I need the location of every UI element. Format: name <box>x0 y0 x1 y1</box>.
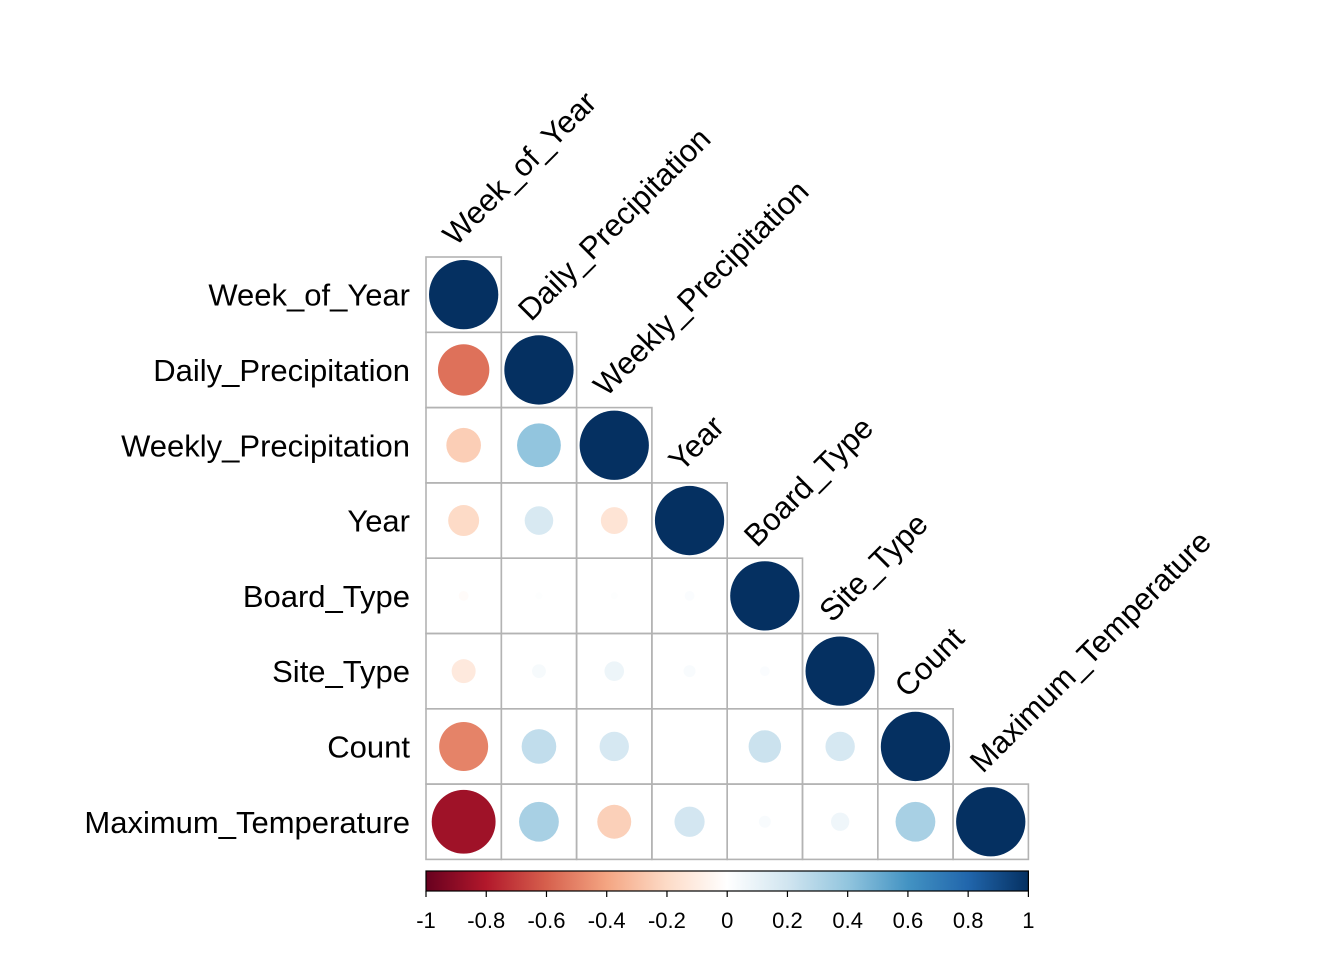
corr-circle-Year-Daily_Precipitation <box>524 506 554 535</box>
corr-circle-Year-Year <box>654 485 725 556</box>
column-label: Count <box>888 620 972 704</box>
row-label: Week_of_Year <box>208 278 410 313</box>
colorbar-gradient <box>425 870 1030 892</box>
column-label: Week_of_Year <box>436 85 603 252</box>
colorbar-tick-label: -0.6 <box>528 908 566 933</box>
corr-circle-Site_Type-Week_of_Year <box>451 659 476 684</box>
row-label: Site_Type <box>272 654 410 689</box>
colorbar-tick-label: -1 <box>416 908 436 933</box>
cell-Count-Year <box>651 707 729 785</box>
corr-circle-Year-Week_of_Year <box>448 505 480 537</box>
colorbar-tick-label: 0.4 <box>832 908 863 933</box>
colorbar-tick-label: 1 <box>1022 908 1034 933</box>
column-label: Board_Type <box>737 410 880 553</box>
colorbar-tick-label: 0.2 <box>772 908 803 933</box>
row-label: Board_Type <box>243 579 410 614</box>
corr-circle-Count-Daily_Precipitation <box>521 729 557 764</box>
column-label: Site_Type <box>812 506 934 628</box>
corr-circle-Count-Week_of_Year <box>439 721 489 771</box>
corr-circle-Weekly_Precipitation-Week_of_Year <box>446 427 481 463</box>
colorbar-tick-label: -0.4 <box>588 908 626 933</box>
corr-circle-Daily_Precipitation-Week_of_Year <box>437 344 490 396</box>
row-label: Maximum_Temperature <box>84 805 410 840</box>
row-label: Weekly_Precipitation <box>121 428 410 463</box>
corr-circle-Board_Type-Daily_Precipitation <box>535 592 543 600</box>
colorbar-tick-label: 0 <box>721 908 733 933</box>
corr-circle-Site_Type-Site_Type <box>805 636 875 706</box>
row-labels: Week_of_Year Daily_Precipitation Weekly_Pr… <box>84 278 410 840</box>
corr-circle-Maximum_Temperature-Week_of_Year <box>431 789 496 854</box>
cells-layer <box>425 256 1030 861</box>
column-label: Year <box>662 409 731 478</box>
cell-Maximum_Temperature-Maximum_Temperature <box>952 783 1030 861</box>
corr-circle-Weekly_Precipitation-Daily_Precipitation <box>517 423 561 468</box>
corr-circle-Board_Type-Week_of_Year <box>458 590 469 601</box>
corr-circle-Count-Count <box>880 711 951 782</box>
colorbar-tick-label: 0.6 <box>893 908 924 933</box>
corr-circle-Daily_Precipitation-Daily_Precipitation <box>504 335 574 405</box>
corr-circle-Site_Type-Weekly_Precipitation <box>604 661 625 681</box>
colorbar-tick-label: 0.8 <box>953 908 984 933</box>
corr-circle-Maximum_Temperature-Board_Type <box>758 815 771 828</box>
corr-circle-Count-Weekly_Precipitation <box>599 731 629 762</box>
corr-circle-Week_of_Year-Week_of_Year <box>429 260 499 330</box>
corr-circle-Count-Site_Type <box>825 731 855 762</box>
corr-circle-Maximum_Temperature-Maximum_Temperature <box>956 787 1026 857</box>
corr-circle-Maximum_Temperature-Count <box>895 801 936 842</box>
corr-circle-Maximum_Temperature-Site_Type <box>830 812 850 831</box>
corr-circle-Site_Type-Board_Type <box>759 666 770 677</box>
row-label: Daily_Precipitation <box>153 353 410 388</box>
row-label: Year <box>347 504 410 539</box>
colorbar-tick-label: -0.8 <box>467 908 505 933</box>
corr-circle-Weekly_Precipitation-Weekly_Precipitation <box>579 410 649 480</box>
corr-circle-Year-Weekly_Precipitation <box>600 507 628 534</box>
corr-circle-Count-Board_Type <box>748 730 782 763</box>
corr-circle-Maximum_Temperature-Year <box>674 806 705 837</box>
corr-circle-Maximum_Temperature-Weekly_Precipitation <box>597 804 632 839</box>
corr-circle-Site_Type-Year <box>683 665 696 678</box>
colorbar: -1 -0.8 -0.6 -0.4 -0.2 0 0.2 0.4 0.6 0.8 1 <box>416 870 1035 933</box>
colorbar-tick-label: -0.2 <box>648 908 686 933</box>
column-label: Maximum_Temperature <box>963 524 1218 779</box>
corr-circle-Maximum_Temperature-Daily_Precipitation <box>519 801 559 842</box>
row-label: Count <box>327 729 410 764</box>
corr-circle-Board_Type-Weekly_Precipitation <box>610 592 618 600</box>
corr-circle-Board_Type-Year <box>684 590 695 601</box>
corr-circle-Site_Type-Daily_Precipitation <box>532 664 546 679</box>
corr-circle-Board_Type-Board_Type <box>730 561 800 631</box>
